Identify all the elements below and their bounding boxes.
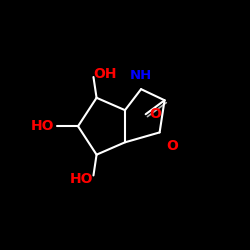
Text: O: O <box>150 107 161 121</box>
Text: NH: NH <box>130 69 152 82</box>
Text: O: O <box>166 138 178 152</box>
Text: OH: OH <box>93 67 116 81</box>
Text: HO: HO <box>70 172 93 186</box>
Text: HO: HO <box>30 119 54 133</box>
